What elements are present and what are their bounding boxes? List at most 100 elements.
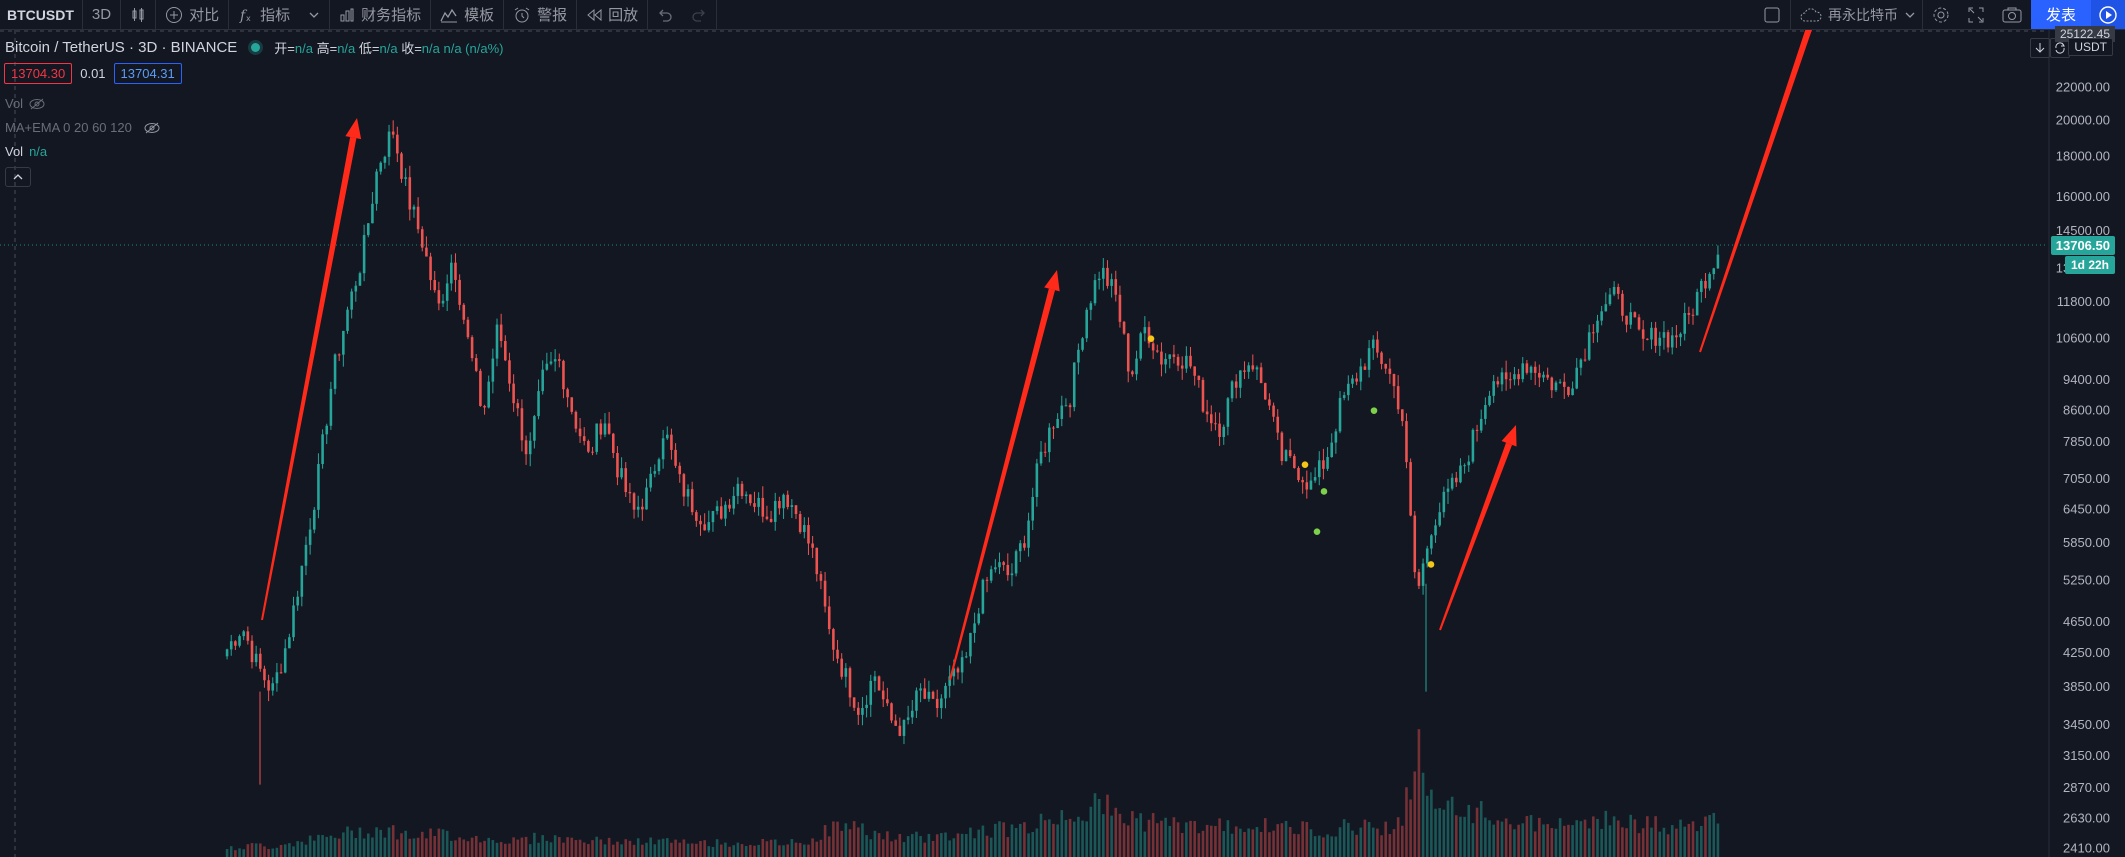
candle-body: [732, 495, 736, 509]
candle-body: [1176, 356, 1180, 366]
candle-body: [420, 229, 424, 248]
publish-button[interactable]: 发表: [2031, 0, 2091, 29]
eye-off-icon[interactable]: [144, 122, 160, 134]
plus-circle-icon: [166, 6, 183, 23]
candle-body: [325, 425, 329, 435]
volume-indicator[interactable]: Vol n/a: [5, 144, 47, 159]
volume-bar: [699, 841, 702, 857]
publish-label: 发表: [2045, 7, 2076, 24]
candle-body: [1205, 411, 1209, 415]
volume-bar: [1093, 793, 1097, 857]
candle-body: [1658, 337, 1662, 346]
volume-bar: [1650, 827, 1653, 857]
vol-indicator-hidden[interactable]: Vol: [5, 96, 45, 111]
volume-bar: [786, 844, 789, 857]
candle-body: [1646, 338, 1649, 340]
volume-bar: [562, 842, 565, 857]
replay-button[interactable]: 回放: [577, 0, 647, 29]
redo-button[interactable]: [682, 0, 716, 29]
candle-body: [1214, 423, 1217, 425]
candle-body: [1180, 365, 1184, 369]
symbol-search-button[interactable]: BTCUSDT: [7, 6, 74, 23]
candle-body: [773, 500, 777, 522]
volume-bar: [545, 840, 549, 857]
collapse-legend-button[interactable]: [5, 167, 31, 187]
scroll-down-button[interactable]: [2030, 38, 2050, 58]
annotation-arrows[interactable]: [261, 30, 1819, 681]
volume-bar: [1060, 810, 1064, 857]
volume-bar: [587, 844, 590, 857]
candle-body: [1579, 359, 1583, 368]
volume-bar: [433, 835, 437, 857]
volume-bar: [412, 838, 416, 857]
ma-ema-indicator[interactable]: MA+EMA 0 20 60 120: [5, 120, 160, 135]
candle-body: [927, 691, 931, 699]
annotation-arrow[interactable]: [1439, 425, 1517, 631]
sell-price-button[interactable]: 13704.30: [4, 63, 73, 84]
candle-body: [1716, 254, 1720, 269]
candle-body: [441, 300, 445, 304]
candle-body: [416, 206, 420, 230]
annotation-arrow[interactable]: [1699, 30, 1819, 353]
volume-bar: [1234, 826, 1238, 857]
candle-body: [919, 688, 922, 691]
volume-bar: [611, 844, 615, 857]
volume-bar: [1039, 813, 1043, 857]
annotation-arrow[interactable]: [261, 118, 362, 621]
candle-body: [1126, 333, 1130, 372]
cloud-save-button[interactable]: 再永比特币: [1791, 0, 1922, 29]
candle-body: [1230, 381, 1234, 399]
buy-price-button[interactable]: 13704.31: [113, 63, 182, 84]
fullscreen-button[interactable]: [1959, 0, 1993, 29]
candle-body: [1060, 405, 1064, 419]
templates-button[interactable]: 模板: [431, 0, 503, 29]
chart-type-button[interactable]: [121, 0, 155, 29]
snapshot-button[interactable]: [1993, 0, 2031, 29]
candle-body: [848, 668, 852, 698]
volume-bar: [317, 834, 320, 857]
candle-body: [1305, 482, 1309, 490]
interval-button[interactable]: 3D: [83, 0, 120, 29]
volume-bar: [902, 842, 906, 857]
candle-body: [483, 405, 486, 408]
candle-body: [1002, 562, 1005, 565]
financials-button[interactable]: 财务指标: [330, 0, 430, 29]
candle-body: [973, 623, 976, 633]
play-circle-icon: [2099, 5, 2117, 24]
compare-button[interactable]: 对比: [156, 0, 228, 29]
volume-bar: [1492, 824, 1495, 857]
annotation-arrow[interactable]: [949, 270, 1060, 681]
eye-off-icon[interactable]: [29, 98, 45, 110]
candle-body: [1139, 333, 1142, 359]
candle-body: [271, 683, 275, 691]
volume-bar: [371, 837, 374, 857]
price-axis[interactable]: 22000.00 20000.00 18000.00 16000.00 14500.00…: [2056, 79, 2110, 855]
candle-body: [1317, 460, 1321, 478]
close-label: 收=: [401, 41, 422, 56]
settings-button[interactable]: [1923, 0, 1959, 29]
volume-bar: [869, 839, 873, 857]
price-chart[interactable]: 22000.00 20000.00 18000.00 16000.00 14500.00…: [0, 30, 2125, 857]
candle-body: [520, 408, 524, 441]
volume-bar: [686, 843, 690, 857]
volume-bar: [960, 833, 964, 857]
volume-bar: [757, 844, 760, 857]
publish-play-button[interactable]: [2091, 0, 2125, 29]
signal-dot: [1320, 488, 1328, 495]
volume-bar: [827, 836, 831, 857]
undo-button[interactable]: [648, 0, 682, 29]
currency-label[interactable]: USDT: [2068, 38, 2113, 56]
candle-body: [1006, 564, 1010, 576]
candle-body: [1243, 370, 1246, 372]
candle-body: [890, 703, 893, 721]
alert-button[interactable]: 警报: [504, 0, 576, 29]
toolbar-divider: [503, 0, 505, 29]
candle-body: [844, 668, 848, 677]
volume-bar: [836, 821, 839, 857]
legend-title[interactable]: Bitcoin / TetherUS · 3D · BINANCE: [5, 39, 238, 56]
candle-body: [1496, 381, 1500, 385]
candle-body: [1529, 366, 1533, 373]
volume-bar: [894, 839, 897, 857]
layout-button[interactable]: [1754, 0, 1790, 29]
